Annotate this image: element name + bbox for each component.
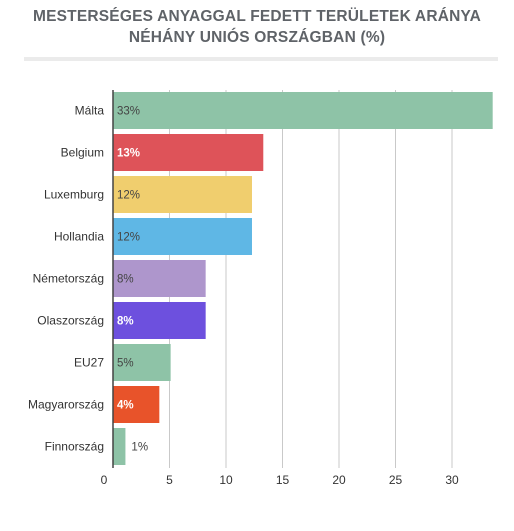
data-label: 12% [117,190,140,202]
bar [113,134,264,171]
category-label: Finnország [45,440,104,454]
data-label: 8% [117,316,134,328]
chart-title-line-2: NÉHÁNY UNIÓS ORSZÁGBAN (%) [128,29,386,46]
bar [113,218,252,255]
bar [113,428,126,465]
x-tick-label: 15 [276,473,290,487]
category-label: Málta [75,104,105,118]
bar [113,302,206,339]
category-label: Belgium [61,146,104,160]
bar [113,176,252,213]
bar [113,344,171,381]
chart-title: MESTERSÉGES ANYAGGAL FEDETT TERÜLETEK AR… [0,6,514,48]
x-tick-label: 5 [166,473,173,487]
category-label: EU27 [74,356,104,370]
data-label: 1% [131,442,148,454]
data-label: 12% [117,232,140,244]
category-label: Olaszország [37,314,104,328]
category-label: Németország [33,272,104,286]
bar [113,92,493,129]
x-tick-label: 0 [101,473,108,487]
data-label: 5% [117,358,134,370]
category-label: Luxemburg [44,188,104,202]
chart-title-line-1: MESTERSÉGES ANYAGGAL FEDETT TERÜLETEK AR… [32,8,482,25]
data-label: 13% [117,148,140,160]
bar [113,386,160,423]
category-label: Magyarország [28,398,104,412]
bar [113,260,206,297]
category-label: Hollandia [54,230,104,244]
x-tick-label: 30 [445,473,459,487]
title-divider [24,57,498,61]
data-label: 4% [117,400,134,412]
x-tick-label: 20 [332,473,346,487]
x-tick-label: 10 [219,473,233,487]
data-label: 33% [117,106,140,118]
x-tick-label: 25 [389,473,403,487]
data-label: 8% [117,274,134,286]
